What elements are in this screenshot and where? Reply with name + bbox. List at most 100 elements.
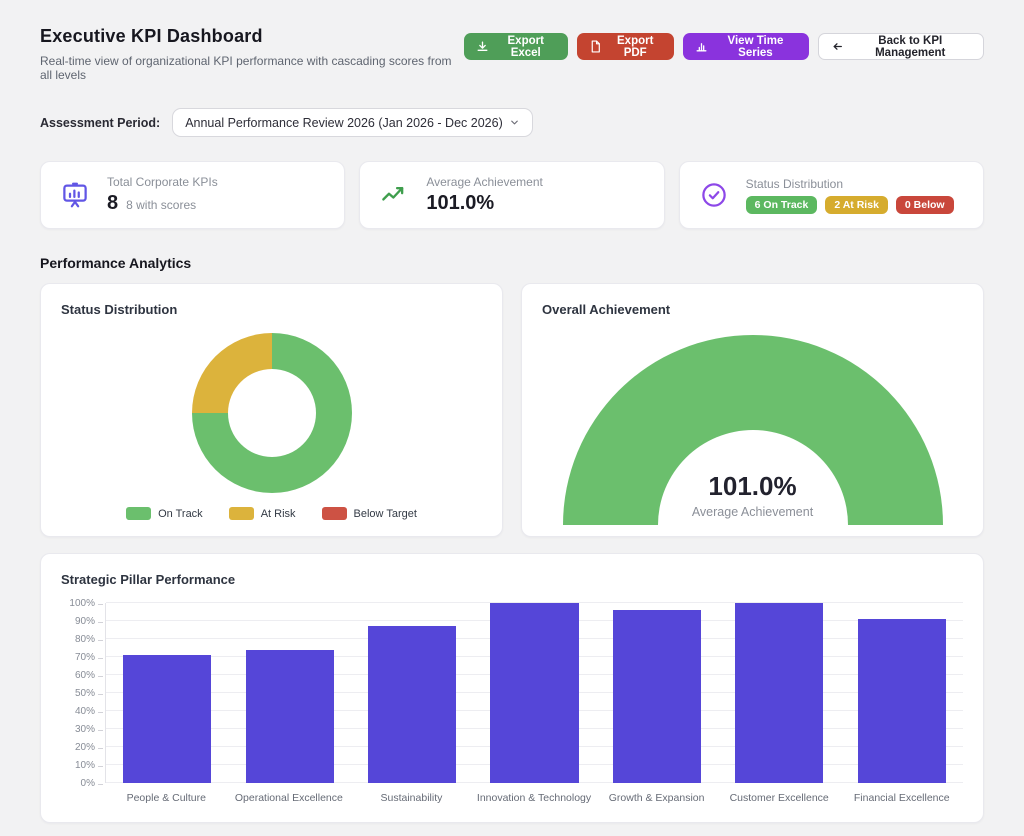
- x-axis-label: Sustainability: [380, 792, 443, 804]
- y-axis-tick-label: 30%: [74, 724, 104, 735]
- strategic-pillar-card: Strategic Pillar Performance 0% 10% 20% 30%…: [40, 553, 984, 823]
- donut-wrap: [61, 333, 482, 493]
- y-axis-tick-label: 90%: [74, 616, 104, 627]
- strategic-pillar-bar-chart: 0% 10% 20% 30% 40% 50% 60% 70% 80% 90% 100%: [61, 598, 963, 789]
- view-time-series-button[interactable]: View Time Series: [683, 33, 809, 60]
- export-pdf-label: Export PDF: [617, 34, 654, 59]
- y-axis-tick-label: 70%: [74, 652, 104, 663]
- overall-achievement-chart-title: Overall Achievement: [542, 302, 671, 317]
- bars-row: [106, 603, 963, 783]
- bar-slot: [228, 603, 350, 783]
- average-achievement-label: Average Achievement: [426, 175, 543, 189]
- arrow-left-icon: [831, 40, 844, 53]
- assessment-period-label: Assessment Period:: [40, 115, 161, 130]
- summary-cards-row: Total Corporate KPIs 8 8 with scores Ave…: [40, 161, 984, 229]
- total-kpis-body: Total Corporate KPIs 8 8 with scores: [107, 175, 218, 215]
- chevron-down-icon: [509, 117, 520, 128]
- page-title: Executive KPI Dashboard: [40, 26, 263, 46]
- bar-operational-excellence[interactable]: [245, 649, 334, 783]
- bar-chart-icon: [695, 40, 708, 53]
- bar-slot: [718, 603, 840, 783]
- status-distribution-chart-title: Status Distribution: [61, 302, 178, 317]
- x-axis-label: Operational Excellence: [234, 792, 343, 804]
- x-axis-label: Innovation & Technology: [476, 792, 592, 804]
- export-pdf-button[interactable]: Export PDF: [577, 33, 675, 60]
- bar-financial-excellence[interactable]: [857, 619, 946, 783]
- x-axis-label: Customer Excellence: [729, 792, 829, 804]
- gridline: [106, 602, 963, 603]
- average-achievement-value: 101.0%: [426, 192, 495, 214]
- average-achievement-card: Average Achievement 101.0%: [359, 161, 665, 229]
- status-badge: 6 On Track: [745, 195, 818, 214]
- total-kpis-card: Total Corporate KPIs 8 8 with scores: [40, 161, 346, 229]
- analytics-charts-row: Status Distribution On Track At Risk Below…: [40, 283, 984, 537]
- check-circle-icon: [696, 177, 732, 213]
- presentation-chart-icon: [57, 177, 93, 213]
- bar-chart-plot: [105, 602, 963, 783]
- bar-sustainability[interactable]: [367, 626, 457, 783]
- assessment-period-value: Annual Performance Review 2026 (Jan 2026…: [185, 115, 503, 130]
- legend-label: At Risk: [260, 507, 296, 520]
- bar-growth-expansion[interactable]: [612, 610, 701, 783]
- back-to-kpi-management-label: Back to KPI Management: [875, 34, 946, 59]
- status-distribution-body: Status Distribution 6 On Track 2 At Risk 0…: [745, 176, 954, 214]
- bar-customer-excellence[interactable]: [735, 603, 824, 783]
- average-achievement-body: Average Achievement 101.0%: [426, 175, 543, 215]
- y-axis-tick-label: 100%: [69, 598, 103, 609]
- back-to-kpi-management-button[interactable]: Back to KPI Management: [817, 33, 984, 60]
- legend-swatch: [126, 507, 152, 520]
- y-axis-tick-label: 0%: [80, 778, 104, 789]
- x-axis-label: People & Culture: [126, 792, 206, 804]
- status-badge: 0 Below: [895, 195, 954, 214]
- achievement-gauge: 101.0% Average Achievement: [562, 335, 943, 527]
- bar-slot: [596, 603, 718, 783]
- page-header: Executive KPI Dashboard Real-time view o…: [40, 26, 984, 82]
- status-badges: 6 On Track 2 At Risk 0 Below: [745, 195, 954, 214]
- legend-swatch: [228, 507, 254, 520]
- bar-people-culture[interactable]: [123, 655, 212, 783]
- export-excel-label: Export Excel: [507, 34, 544, 59]
- status-distribution-chart-card: Status Distribution On Track At Risk Below…: [40, 283, 503, 537]
- section-title-performance-analytics: Performance Analytics: [40, 255, 192, 271]
- bar-chart-y-axis: 0% 10% 20% 30% 40% 50% 60% 70% 80% 90% 100%: [61, 598, 105, 789]
- y-axis-tick-label: 40%: [74, 706, 104, 717]
- bar-slot: [106, 603, 228, 783]
- legend-item-below-target[interactable]: Below Target: [321, 507, 417, 520]
- overall-achievement-chart-card: Overall Achievement 101.0% Average Achie…: [521, 283, 984, 537]
- gauge-label: Average Achievement: [691, 505, 814, 519]
- x-axis-label: Growth & Expansion: [608, 792, 705, 804]
- donut-hole: [227, 369, 316, 457]
- x-axis-label: Financial Excellence: [853, 792, 950, 804]
- bar-chart-x-labels: People & Culture Operational Excellence Su…: [105, 792, 963, 804]
- bar-slot: [351, 603, 473, 783]
- status-donut-chart[interactable]: [191, 333, 352, 493]
- status-distribution-label: Status Distribution: [745, 176, 844, 191]
- header-actions: Export Excel Export PDF View Time Series…: [464, 33, 984, 60]
- export-excel-button[interactable]: Export Excel: [464, 33, 569, 60]
- legend-item-at-risk[interactable]: At Risk: [228, 507, 296, 520]
- strategic-pillar-chart-title: Strategic Pillar Performance: [61, 572, 236, 587]
- total-kpis-value: 8: [107, 192, 119, 214]
- download-icon: [476, 40, 489, 53]
- legend-swatch: [321, 507, 347, 520]
- bar-innovation-technology[interactable]: [490, 603, 579, 783]
- legend-item-on-track[interactable]: On Track: [126, 507, 203, 520]
- gauge-value: 101.0%: [708, 471, 797, 501]
- y-axis-tick-label: 10%: [74, 760, 104, 771]
- view-time-series-label: View Time Series: [727, 34, 784, 59]
- total-kpis-sub: 8 with scores: [126, 198, 197, 212]
- bar-slot: [473, 603, 595, 783]
- file-document-icon: [589, 40, 602, 53]
- y-axis-tick-label: 50%: [74, 688, 104, 699]
- bar-slot: [841, 603, 963, 783]
- assessment-period-select[interactable]: Annual Performance Review 2026 (Jan 2026…: [172, 108, 533, 137]
- status-badge: 2 At Risk: [825, 195, 888, 214]
- status-distribution-card: Status Distribution 6 On Track 2 At Risk 0…: [678, 161, 984, 229]
- header-text: Executive KPI Dashboard Real-time view o…: [40, 26, 464, 82]
- filter-row: Assessment Period: Annual Performance Re…: [40, 108, 984, 137]
- donut-legend: On Track At Risk Below Target: [61, 507, 482, 520]
- y-axis-tick-label: 80%: [74, 634, 104, 645]
- gauge-center: 101.0% Average Achievement: [563, 471, 943, 519]
- trending-up-icon: [376, 177, 412, 213]
